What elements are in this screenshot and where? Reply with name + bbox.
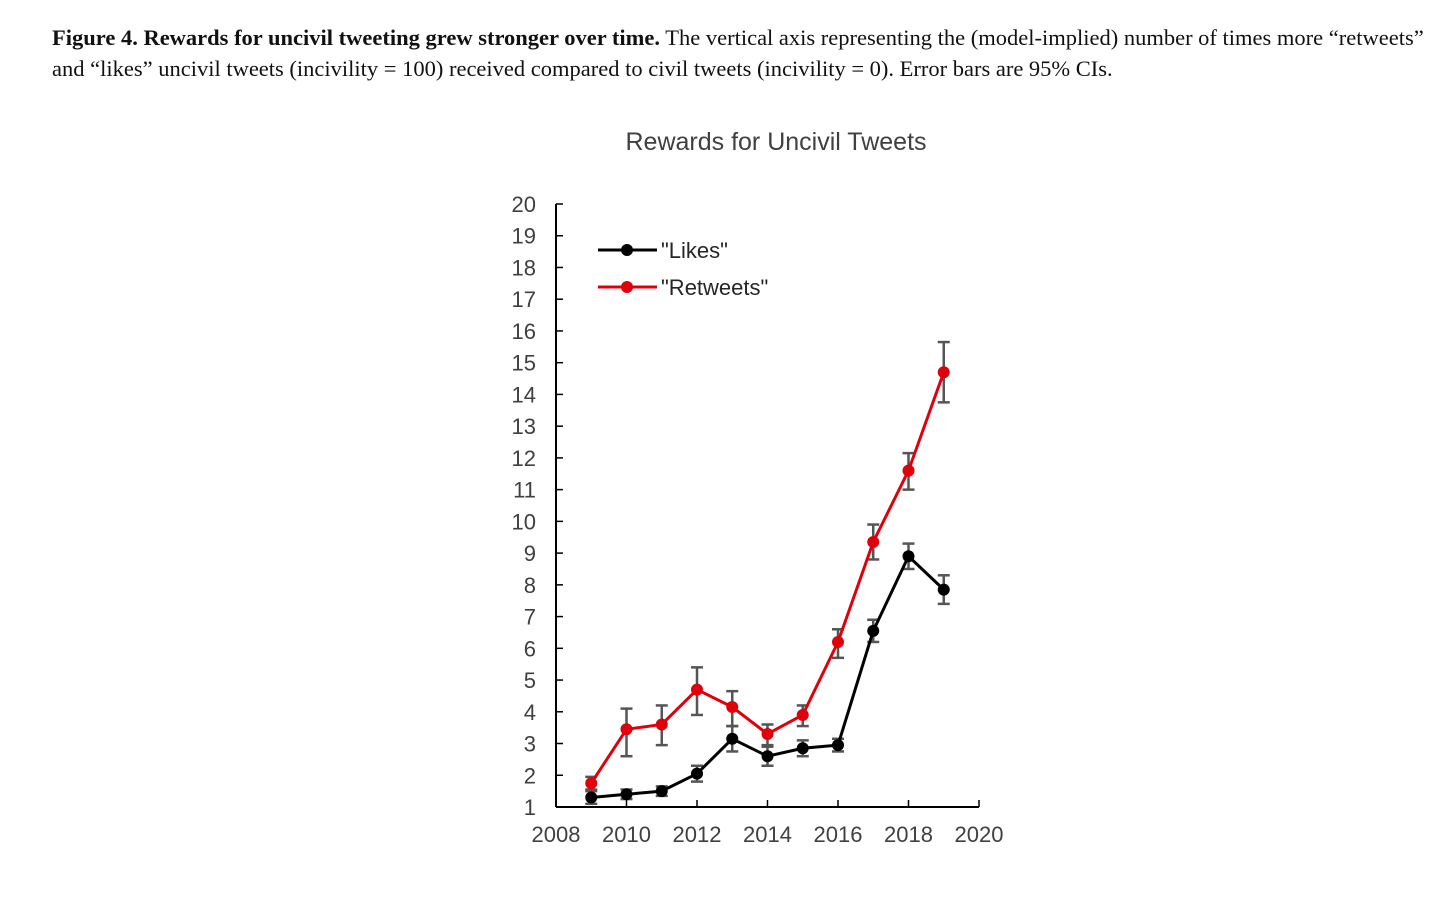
retweets-point [867, 535, 880, 548]
x-tick-label: 2008 [532, 822, 581, 847]
likes-point [902, 550, 915, 563]
retweets-point [655, 718, 668, 731]
y-tick-label: 2 [524, 763, 536, 788]
retweets-point [796, 708, 809, 721]
y-tick-label: 20 [512, 192, 536, 217]
y-tick-label: 19 [512, 224, 536, 249]
likes-point [937, 583, 950, 596]
y-tick-label: 8 [524, 573, 536, 598]
x-tick-label: 2020 [955, 822, 1004, 847]
x-tick-label: 2016 [814, 822, 863, 847]
y-tick-label: 11 [513, 478, 536, 503]
y-tick-label: 15 [512, 351, 536, 376]
likes-point [655, 785, 668, 798]
y-tick-label: 5 [524, 668, 536, 693]
likes-point [726, 732, 739, 745]
legend: "Likes" "Retweets" [598, 238, 768, 300]
likes-point [832, 739, 844, 752]
retweets-point [726, 701, 739, 714]
x-tick-label: 2012 [673, 822, 722, 847]
likes-point [796, 742, 809, 755]
data-points [585, 366, 950, 804]
caption-lead: Figure 4. Rewards for uncivil tweeting g… [52, 25, 661, 50]
likes-point [620, 788, 633, 801]
y-tick-label: 6 [524, 636, 536, 661]
chart-title: Rewards for Uncivil Tweets [625, 128, 926, 156]
legend-retweets-marker [621, 281, 633, 293]
y-tick-label: 10 [512, 509, 536, 534]
figure-caption: Figure 4. Rewards for uncivil tweeting g… [52, 22, 1442, 84]
retweets-point [832, 635, 844, 648]
legend-retweets-label: "Retweets" [661, 275, 768, 300]
y-tick-label: 7 [524, 605, 536, 630]
likes-point [691, 767, 703, 780]
x-tick-label: 2014 [743, 822, 792, 847]
retweets-point [691, 683, 703, 696]
retweets-point [937, 366, 950, 379]
retweets-point [761, 728, 774, 741]
retweets-point [902, 464, 915, 477]
y-tick-label: 18 [512, 255, 536, 280]
y-tick-label: 13 [512, 414, 536, 439]
x-tick-label: 2018 [884, 822, 933, 847]
y-tick-label: 17 [512, 287, 536, 312]
x-tick-label: 2010 [602, 822, 651, 847]
y-tick-label: 4 [524, 700, 536, 725]
y-tick-label: 3 [524, 732, 536, 757]
legend-likes-marker [621, 244, 633, 256]
y-tick-label: 14 [512, 382, 536, 407]
likes-point [867, 624, 880, 637]
legend-likes-label: "Likes" [661, 238, 728, 263]
y-tick-label: 16 [512, 319, 536, 344]
retweets-series-line [589, 371, 946, 785]
likes-point [585, 791, 598, 804]
y-tick-label: 1 [524, 795, 536, 820]
y-tick-label: 12 [512, 446, 536, 471]
caption-body: The vertical axis representing the (mode… [52, 25, 1424, 81]
likes-point [761, 750, 774, 763]
retweets-point [620, 723, 633, 736]
retweets-point [585, 777, 598, 790]
y-tick-label: 9 [524, 541, 536, 566]
